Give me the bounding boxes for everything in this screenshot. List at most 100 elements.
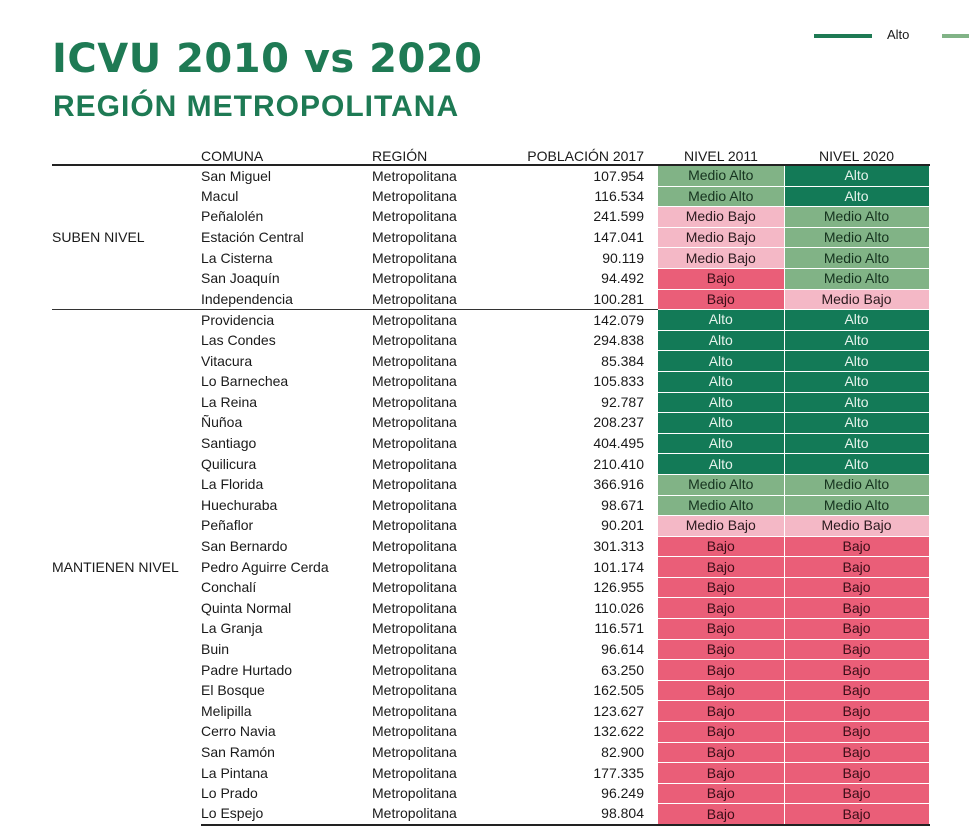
comuna-cell: Cerro Navia — [201, 723, 276, 740]
nivel-2011-cell: Medio Alto — [658, 474, 785, 496]
comuna-cell: Quilicura — [201, 455, 257, 472]
region-cell: Metropolitana — [372, 249, 457, 266]
poblacion-cell: 177.335 — [593, 764, 644, 781]
comuna-cell: Las Condes — [201, 332, 276, 349]
table-row: Ñuñoa Metropolitana 208.237 Alto Alto — [52, 412, 930, 434]
nivel-2011-cell: Bajo — [658, 268, 785, 290]
nivel-2020-cell: Alto — [784, 330, 930, 352]
comuna-cell: Peñaflor — [201, 517, 254, 534]
poblacion-cell: 294.838 — [593, 332, 644, 349]
region-cell: Metropolitana — [372, 393, 457, 410]
table-row: Independencia Metropolitana 100.281 Bajo Med… — [52, 289, 930, 311]
table-row: Quilicura Metropolitana 210.410 Alto Alto — [52, 453, 930, 475]
table-row: Peñalolén Metropolitana 241.599 Medio Bajo M… — [52, 206, 930, 228]
poblacion-cell: 210.410 — [593, 455, 644, 472]
page-subtitle: REGIÓN METROPOLITANA — [53, 90, 460, 123]
nivel-2011-cell: Bajo — [658, 680, 785, 702]
nivel-2011-cell: Alto — [658, 309, 785, 331]
poblacion-cell: 162.505 — [593, 682, 644, 699]
comuna-cell: Padre Hurtado — [201, 661, 293, 678]
poblacion-cell: 90.201 — [601, 517, 644, 534]
table-row: Lo Barnechea Metropolitana 105.833 Alto Alto — [52, 371, 930, 393]
icvu-table: COMUNA REGIÓN POBLACIÓN 2017 NIVEL 2011 … — [52, 146, 930, 826]
table-row: Pedro Aguirre Cerda Metropolitana 101.174 B… — [52, 556, 930, 578]
region-cell: Metropolitana — [372, 723, 457, 740]
comuna-cell: Independencia — [201, 290, 293, 307]
legend-label: Alto — [887, 27, 910, 42]
poblacion-cell: 123.627 — [593, 702, 644, 719]
nivel-2011-cell: Bajo — [658, 597, 785, 620]
poblacion-cell: 82.900 — [601, 743, 644, 760]
region-cell: Metropolitana — [372, 702, 457, 719]
header-comuna: COMUNA — [201, 146, 372, 166]
page-title: ICVU 2010 vs 2020 — [52, 36, 483, 82]
poblacion-cell: 100.281 — [593, 290, 644, 307]
nivel-2020-cell: Bajo — [784, 597, 930, 620]
region-cell: Metropolitana — [372, 290, 457, 307]
region-cell: Metropolitana — [372, 682, 457, 699]
region-cell: Metropolitana — [372, 332, 457, 349]
header-nivel-2020: NIVEL 2020 — [784, 146, 929, 166]
nivel-2011-cell: Bajo — [658, 762, 785, 784]
comuna-cell: Lo Barnechea — [201, 373, 289, 390]
nivel-2011-cell: Bajo — [658, 783, 785, 805]
comuna-cell: Macul — [201, 187, 239, 204]
legend-swatch-medio-alto — [942, 34, 969, 38]
nivel-2020-cell: Medio Bajo — [784, 289, 930, 311]
poblacion-cell: 366.916 — [593, 476, 644, 493]
comuna-cell: Vitacura — [201, 352, 253, 369]
nivel-2011-cell: Bajo — [658, 618, 785, 640]
table-row: Estación Central Metropolitana 147.041 Medi… — [52, 227, 930, 249]
region-cell: Metropolitana — [372, 455, 457, 472]
poblacion-cell: 98.804 — [497, 803, 658, 826]
table-row: Las Condes Metropolitana 294.838 Alto Alto — [52, 330, 930, 352]
comuna-cell: Conchalí — [201, 579, 257, 596]
poblacion-cell: 132.622 — [593, 723, 644, 740]
table-row: Melipilla Metropolitana 123.627 Bajo Bajo — [52, 700, 930, 723]
poblacion-cell: 404.495 — [593, 435, 644, 452]
region-cell: Metropolitana — [372, 599, 457, 616]
poblacion-cell: 63.250 — [601, 661, 644, 678]
nivel-2011-cell: Medio Bajo — [658, 247, 785, 269]
region-cell: Metropolitana — [372, 517, 457, 534]
comuna-cell: San Bernardo — [201, 537, 288, 554]
comuna-cell: Pedro Aguirre Cerda — [201, 558, 329, 575]
comuna-cell: Providencia — [201, 309, 372, 331]
nivel-2011-cell: Bajo — [658, 556, 785, 578]
poblacion-cell: 208.237 — [593, 414, 644, 431]
table-row: Peñaflor Metropolitana 90.201 Medio Bajo Med… — [52, 515, 930, 537]
nivel-2011-cell: Bajo — [658, 659, 785, 681]
region-cell: Metropolitana — [372, 167, 457, 184]
nivel-2011-cell: Medio Bajo — [658, 227, 785, 249]
table-row: Huechuraba Metropolitana 98.671 Medio Alto M… — [52, 495, 930, 517]
nivel-2020-cell: Bajo — [784, 680, 930, 702]
table-row: Padre Hurtado Metropolitana 63.250 Bajo Bajo — [52, 659, 930, 681]
region-cell: Metropolitana — [372, 270, 457, 287]
header-poblacion: POBLACIÓN 2017 — [497, 146, 658, 166]
table-row: La Cisterna Metropolitana 90.119 Medio Bajo… — [52, 247, 930, 269]
comuna-cell: La Pintana — [201, 764, 268, 781]
table-row: Cerro Navia Metropolitana 132.622 Bajo Bajo — [52, 721, 930, 743]
comuna-cell: Ñuñoa — [201, 414, 243, 431]
region-cell: Metropolitana — [372, 620, 457, 637]
comuna-cell: Lo Prado — [201, 785, 258, 802]
poblacion-cell: 110.026 — [594, 599, 644, 616]
comuna-cell: Estación Central — [201, 229, 304, 246]
region-cell: Metropolitana — [372, 414, 457, 431]
nivel-2020-cell: Bajo — [784, 536, 930, 558]
nivel-2020-cell: Medio Alto — [784, 206, 930, 228]
nivel-2020-cell: Bajo — [784, 556, 930, 578]
poblacion-cell: 116.571 — [594, 620, 644, 637]
nivel-2011-cell: Alto — [658, 330, 785, 352]
comuna-cell: Peñalolén — [201, 208, 264, 225]
region-cell: Metropolitana — [372, 640, 457, 657]
table-row: La Pintana Metropolitana 177.335 Bajo Bajo — [52, 762, 930, 784]
poblacion-cell: 105.833 — [593, 373, 644, 390]
table-row: Buin Metropolitana 96.614 Bajo Bajo — [52, 639, 930, 661]
nivel-2020-cell: Medio Alto — [784, 247, 930, 269]
header-region: REGIÓN — [372, 146, 497, 166]
table-row: SUBEN NIVEL San Miguel Metropolitana 107.95… — [52, 165, 930, 245]
table-row: Lo Prado Metropolitana 96.249 Bajo Bajo — [52, 783, 930, 805]
poblacion-cell: 142.079 — [497, 309, 658, 331]
table-row: La Granja Metropolitana 116.571 Bajo Bajo — [52, 618, 930, 640]
